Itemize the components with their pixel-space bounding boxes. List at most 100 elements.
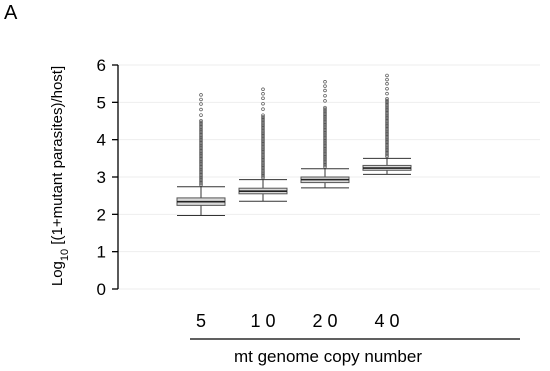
- outlier-point: [199, 171, 203, 176]
- outlier-point: [261, 87, 265, 92]
- y-tick-label-3: 3: [97, 168, 106, 187]
- outlier-point: [199, 163, 203, 168]
- outlier-point: [323, 123, 327, 127]
- outlier-point: [385, 98, 389, 103]
- outlier-point: [199, 166, 203, 171]
- outlier-point: [199, 122, 203, 126]
- outlier-point: [385, 116, 389, 120]
- outlier-point: [323, 145, 327, 150]
- outlier-point: [261, 150, 265, 154]
- y-tick-label-1: 1: [97, 243, 106, 262]
- y-tick-label-0: 0: [97, 280, 106, 299]
- outlier-point: [261, 123, 265, 127]
- outlier-point: [261, 121, 265, 125]
- outlier-point: [199, 107, 203, 112]
- outlier-point: [261, 143, 265, 148]
- outlier-point: [261, 132, 265, 137]
- outlier-point: [323, 134, 327, 139]
- outlier-point: [199, 97, 203, 102]
- outlier-point: [199, 158, 203, 163]
- outlier-point: [385, 112, 389, 117]
- outlier-point: [323, 88, 327, 93]
- outlier-point: [261, 124, 265, 129]
- outlier-point: [385, 108, 389, 112]
- outlier-point: [323, 115, 327, 119]
- outlier-point: [199, 160, 203, 165]
- outlier-point: [385, 127, 389, 131]
- outlier-point: [385, 132, 389, 136]
- outlier-point: [323, 112, 327, 116]
- outlier-point: [199, 150, 203, 155]
- outlier-point: [323, 147, 327, 151]
- outlier-point: [385, 154, 389, 159]
- outlier-point: [323, 131, 327, 135]
- x-tick-label-40: 4 0: [374, 311, 399, 331]
- outlier-point: [199, 157, 203, 161]
- outlier-point: [385, 128, 389, 133]
- outlier-point: [261, 158, 265, 162]
- outlier-point: [199, 162, 203, 166]
- outlier-point: [385, 86, 389, 91]
- outlier-point: [199, 170, 203, 174]
- y-tick-label-2: 2: [97, 205, 106, 224]
- outlier-point: [261, 148, 265, 153]
- outlier-point: [261, 107, 265, 111]
- outlier-point: [323, 136, 327, 140]
- outlier-point: [199, 125, 203, 129]
- outlier-point: [323, 105, 327, 110]
- outlier-point: [385, 73, 389, 78]
- outlier-point: [199, 120, 203, 125]
- outlier-point: [261, 156, 265, 161]
- outlier-point: [323, 84, 327, 88]
- outlier-point: [261, 139, 265, 143]
- outlier-point: [385, 122, 389, 127]
- outlier-point: [323, 149, 327, 153]
- outlier-point: [385, 135, 389, 139]
- outlier-point: [323, 158, 327, 163]
- outlier-point: [323, 165, 327, 169]
- outlier-point: [385, 138, 389, 143]
- outlier-point: [199, 152, 203, 157]
- outlier-point: [261, 145, 265, 149]
- y-tick-label-4: 4: [97, 131, 106, 150]
- outlier-point: [261, 101, 265, 106]
- outlier-point: [261, 142, 265, 146]
- outlier-point: [261, 147, 265, 151]
- outlier-point: [385, 141, 389, 146]
- outlier-point: [199, 93, 203, 97]
- outlier-point: [323, 137, 327, 142]
- outlier-point: [323, 157, 327, 161]
- y-axis-label-sub: 10: [59, 249, 71, 261]
- outlier-point: [261, 151, 265, 156]
- outlier-point: [199, 118, 203, 123]
- outlier-point: [323, 93, 327, 98]
- outlier-point: [199, 142, 203, 147]
- outlier-point: [261, 135, 265, 140]
- outlier-point: [261, 167, 265, 172]
- outlier-point: [199, 138, 203, 142]
- outlier-point: [323, 144, 327, 148]
- outlier-point: [199, 168, 203, 173]
- outlier-point: [199, 155, 203, 160]
- outlier-point: [385, 114, 389, 119]
- outlier-point: [385, 144, 389, 149]
- outlier-point: [323, 128, 327, 132]
- outlier-point: [323, 141, 327, 145]
- outlier-point: [261, 175, 265, 180]
- outlier-point: [261, 137, 265, 141]
- outlier-point: [199, 147, 203, 152]
- outlier-point: [323, 113, 327, 118]
- outlier-point: [323, 152, 327, 156]
- outlier-point: [323, 142, 327, 147]
- outlier-point: [261, 161, 265, 165]
- outlier-point: [323, 133, 327, 137]
- outlier-point: [261, 163, 265, 167]
- outlier-point: [261, 169, 265, 173]
- outlier-point: [385, 91, 389, 96]
- box-5: [176, 93, 226, 216]
- outlier-point: [323, 121, 327, 126]
- outlier-point: [199, 128, 203, 133]
- outlier-point: [199, 113, 203, 117]
- outlier-point: [385, 81, 389, 86]
